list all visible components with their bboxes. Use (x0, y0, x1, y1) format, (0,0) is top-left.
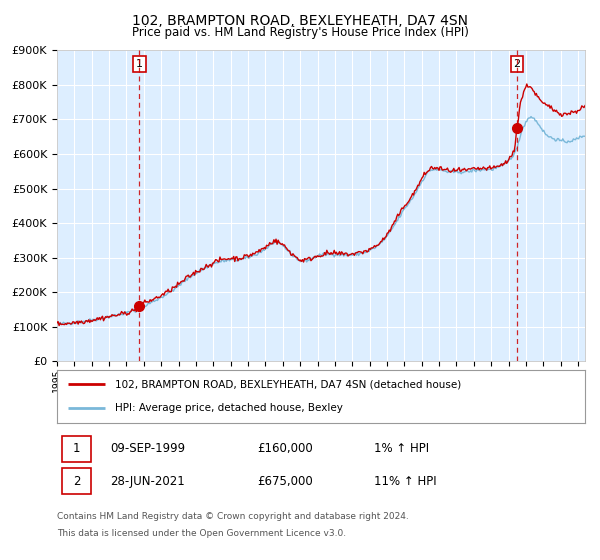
Text: 2: 2 (514, 59, 521, 69)
Bar (62, 436, 91, 461)
Text: 2: 2 (73, 475, 80, 488)
Text: 11% ↑ HPI: 11% ↑ HPI (374, 475, 436, 488)
Text: 102, BRAMPTON ROAD, BEXLEYHEATH, DA7 4SN (detached house): 102, BRAMPTON ROAD, BEXLEYHEATH, DA7 4SN… (115, 380, 461, 390)
Text: HPI: Average price, detached house, Bexley: HPI: Average price, detached house, Bexl… (115, 403, 343, 413)
Text: 1% ↑ HPI: 1% ↑ HPI (374, 442, 429, 455)
Text: 1: 1 (136, 59, 143, 69)
Text: £675,000: £675,000 (257, 475, 313, 488)
Text: £160,000: £160,000 (257, 442, 313, 455)
Text: 102, BRAMPTON ROAD, BEXLEYHEATH, DA7 4SN: 102, BRAMPTON ROAD, BEXLEYHEATH, DA7 4SN (132, 14, 468, 28)
Text: 1: 1 (73, 442, 80, 455)
Text: 09-SEP-1999: 09-SEP-1999 (110, 442, 185, 455)
Text: 28-JUN-2021: 28-JUN-2021 (110, 475, 185, 488)
Text: Price paid vs. HM Land Registry's House Price Index (HPI): Price paid vs. HM Land Registry's House … (131, 26, 469, 39)
Bar (62, 468, 91, 494)
Text: Contains HM Land Registry data © Crown copyright and database right 2024.: Contains HM Land Registry data © Crown c… (57, 512, 409, 521)
Text: This data is licensed under the Open Government Licence v3.0.: This data is licensed under the Open Gov… (57, 529, 346, 538)
